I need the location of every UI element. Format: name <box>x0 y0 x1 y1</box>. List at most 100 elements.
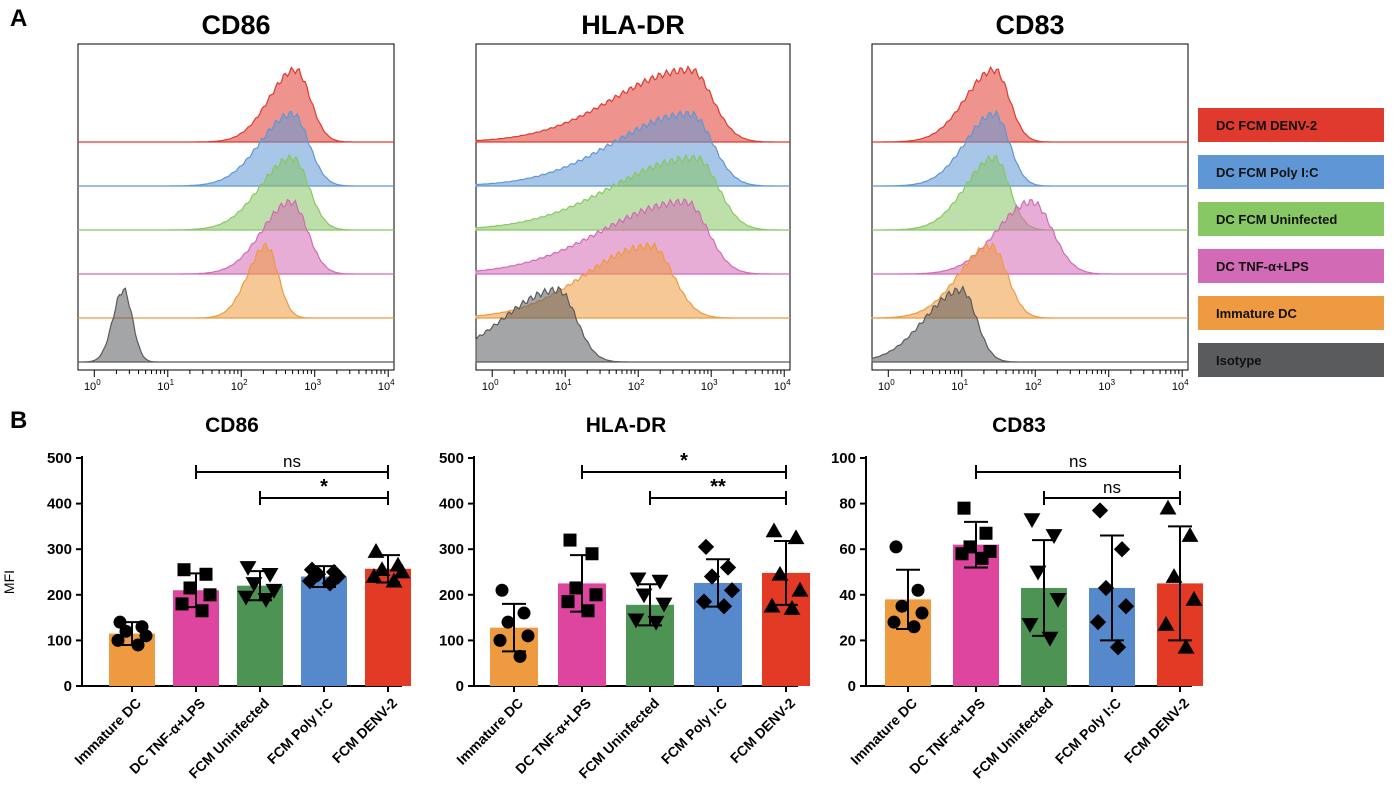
y-tick-label: 0 <box>456 678 464 695</box>
data-point-triangle-down <box>257 593 275 608</box>
tick-label: 100 <box>878 378 895 393</box>
data-point-triangle-up <box>393 563 411 579</box>
tick-label: 104 <box>774 378 791 393</box>
histogram-x-axis: 100 101 102 103 104 <box>878 370 1189 393</box>
data-point-square <box>195 604 209 618</box>
data-point-square <box>561 595 575 609</box>
data-point-triangle-up <box>367 543 385 558</box>
panel-b-label: B <box>10 407 27 434</box>
histogram-title: CD83 <box>995 10 1064 40</box>
tick-label: 104 <box>1172 378 1189 393</box>
y-tick-label: 200 <box>47 587 72 604</box>
histogram-trace-dc-fcm-poly-i-c <box>475 109 790 187</box>
data-point-triangle-up <box>385 572 403 588</box>
data-point-triangle-down <box>265 583 283 599</box>
data-point-triangle-down <box>239 561 257 576</box>
data-point-triangle-up <box>1177 638 1195 654</box>
data-point-triangle-down <box>1023 513 1041 529</box>
legend-swatch <box>1198 202 1384 236</box>
tick-label: 102 <box>231 378 248 393</box>
tick-label: 102 <box>1025 378 1042 393</box>
data-point-square <box>975 551 989 565</box>
data-point-square <box>979 526 993 540</box>
significance-label: ** <box>710 476 726 498</box>
data-point-diamond <box>1089 614 1107 631</box>
data-point-triangle-up <box>1165 568 1183 583</box>
data-point-triangle-up <box>765 522 783 538</box>
histogram-title: HLA-DR <box>581 10 684 40</box>
y-axis-label: MFI <box>1 570 17 594</box>
data-point-circle <box>501 615 515 629</box>
data-point-square <box>589 588 603 602</box>
histogram-trace-dc-tnf-lps <box>475 198 790 275</box>
significance-label: ns <box>1103 478 1121 497</box>
data-point-triangle-up <box>365 568 383 583</box>
y-tick-label: 400 <box>439 496 464 513</box>
tick-label: 100 <box>84 378 101 393</box>
histogram-panels: CD86 100 101 102 103 104 HLA-DR 100 101 102 103 104… <box>77 10 1189 393</box>
y-tick-label: 40 <box>839 587 856 604</box>
legend-label: DC FCM DENV-2 <box>1216 118 1317 133</box>
data-point-circle <box>889 540 903 554</box>
legend-swatch <box>1198 343 1384 377</box>
data-point-triangle-up <box>791 581 809 597</box>
data-point-triangle-up <box>783 600 801 615</box>
data-point-diamond <box>301 572 319 590</box>
data-point-triangle-down <box>629 572 647 588</box>
data-point-circle <box>517 606 531 620</box>
data-point-square <box>175 597 189 611</box>
data-point-diamond <box>1117 598 1135 615</box>
tick-label: 101 <box>157 378 174 393</box>
data-point-square <box>581 604 595 618</box>
data-point-diamond <box>697 538 715 556</box>
category-label: FCM DENV-2 <box>1121 695 1192 766</box>
category-label: FCM DENV-2 <box>329 695 400 766</box>
y-tick-label: 300 <box>439 541 464 558</box>
data-point-square <box>563 533 577 547</box>
tick-label: 101 <box>555 378 572 393</box>
data-point-diamond <box>703 568 721 585</box>
legend-item-dc-fcm-uninfected: DC FCM Uninfected <box>1198 202 1384 236</box>
significance-label: * <box>320 476 328 498</box>
category-label: Immature DC <box>847 695 920 768</box>
data-point-circle <box>521 629 535 643</box>
category-label: Immature DC <box>71 695 144 768</box>
data-point-square <box>569 581 583 595</box>
data-point-circle <box>131 638 145 652</box>
legend-item-dc-fcm-poly-i-c: DC FCM Poly I:C <box>1198 155 1384 189</box>
data-point-circle <box>495 583 509 597</box>
significance-label: * <box>680 450 688 472</box>
data-point-diamond <box>695 593 713 610</box>
data-point-triangle-up <box>787 529 805 545</box>
bar-chart-title: CD83 <box>992 414 1046 437</box>
data-point-triangle-up <box>373 561 391 577</box>
data-point-diamond <box>723 582 741 599</box>
category-label: Immature DC <box>453 695 526 768</box>
data-point-square <box>177 563 191 577</box>
legend-item-dc-tnf-lps: DC TNF-α+LPS <box>1198 249 1384 283</box>
histogram-cd86: CD86 100 101 102 103 104 <box>77 10 395 393</box>
data-point-circle <box>895 599 909 613</box>
y-tick-label: 200 <box>439 587 464 604</box>
data-point-triangle-down <box>1021 618 1039 633</box>
data-point-triangle-down <box>1049 593 1067 608</box>
tick-label: 103 <box>304 378 321 393</box>
significance-label: ns <box>283 452 301 471</box>
data-point-triangle-up <box>763 597 781 613</box>
data-point-triangle-down <box>1045 529 1063 544</box>
histogram-cd83: CD83 100 101 102 103 104 <box>871 10 1189 393</box>
data-point-diamond <box>1097 579 1115 597</box>
legend-swatch <box>1198 108 1384 142</box>
y-tick-label: 500 <box>439 450 464 467</box>
category-label: FCM DENV-2 <box>727 695 798 766</box>
panel-a-label: A <box>10 5 27 32</box>
tick-label: 103 <box>701 378 718 393</box>
y-tick-label: 80 <box>839 496 856 513</box>
y-tick-label: 0 <box>848 678 856 695</box>
data-point-square <box>199 567 213 581</box>
data-point-triangle-up <box>1159 499 1177 515</box>
